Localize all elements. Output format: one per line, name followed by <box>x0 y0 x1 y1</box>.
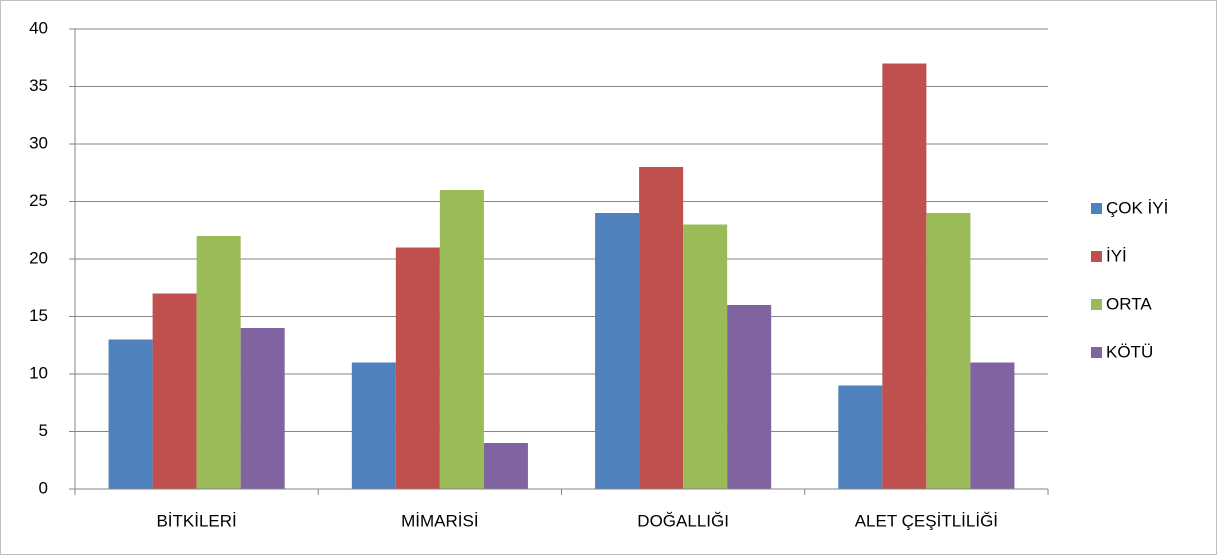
bar <box>838 385 883 489</box>
bar <box>395 247 440 489</box>
legend-swatch <box>1091 251 1102 262</box>
bar <box>351 362 396 489</box>
bar <box>639 167 684 489</box>
bar <box>439 190 484 489</box>
bar <box>727 305 772 489</box>
legend-swatch <box>1091 203 1102 214</box>
y-tick-label: 10 <box>29 363 48 382</box>
legend-label: İYİ <box>1106 246 1127 265</box>
legend-label: KÖTÜ <box>1106 342 1153 361</box>
x-tick-label: DOĞALLIĞI <box>637 511 729 530</box>
y-tick-label: 0 <box>39 478 48 497</box>
bar <box>882 63 927 489</box>
legend-label: ÇOK İYİ <box>1106 198 1168 217</box>
y-tick-label: 5 <box>39 421 48 440</box>
legend-label: ORTA <box>1106 294 1152 313</box>
y-tick-label: 35 <box>29 76 48 95</box>
x-tick-label: MİMARİSİ <box>401 511 478 530</box>
bar <box>683 224 728 489</box>
bar <box>196 236 241 489</box>
y-tick-label: 15 <box>29 306 48 325</box>
bar <box>970 362 1015 489</box>
bar <box>595 213 640 489</box>
bar <box>240 328 285 489</box>
bar <box>108 339 153 489</box>
x-tick-label: ALET ÇEŞİTLİLİĞİ <box>855 511 998 530</box>
x-tick-label: BİTKİLERİ <box>156 511 236 530</box>
y-tick-label: 20 <box>29 248 48 267</box>
bar <box>152 293 197 489</box>
y-tick-label: 25 <box>29 191 48 210</box>
bar <box>926 213 971 489</box>
legend-swatch <box>1091 347 1102 358</box>
y-tick-label: 30 <box>29 133 48 152</box>
y-tick-label: 40 <box>29 18 48 37</box>
legend-swatch <box>1091 299 1102 310</box>
bar <box>483 443 528 489</box>
